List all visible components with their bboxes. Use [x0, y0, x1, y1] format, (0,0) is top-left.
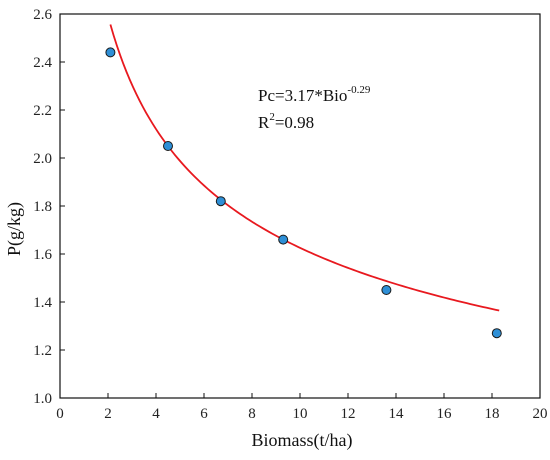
x-tick-label: 2: [104, 406, 112, 422]
fit-curve-layer: [109, 24, 500, 312]
x-tick-label: 4: [152, 406, 160, 422]
x-tick-label: 20: [533, 406, 548, 422]
y-tick-label: 1.6: [33, 247, 52, 263]
data-point: [381, 285, 392, 295]
r-squared-value: =0.98: [275, 113, 314, 132]
plot-border: [59, 13, 541, 399]
data-point: [491, 328, 502, 339]
x-tick-label: 14: [389, 406, 405, 422]
r-squared-base: R: [258, 113, 270, 132]
x-tick-label: 0: [56, 406, 64, 422]
y-tick-label: 2.6: [33, 7, 52, 23]
x-tick-label: 8: [248, 406, 256, 422]
x-axis-title: Biomass(t/ha): [252, 430, 353, 451]
equation-annotation: Pc=3.17*Bio-0.29: [258, 84, 371, 105]
equation-base: Pc=3.17*Bio: [258, 86, 347, 105]
ticks: 0 2 4 6 8 10 12 14 16 18 20 1.0 1.2 1.4 1.6 1.8 2.0 2.2 2.…: [33, 7, 547, 422]
data-point: [215, 196, 226, 207]
fit-curve: [109, 24, 500, 312]
y-tick-label: 1.8: [33, 199, 52, 215]
y-tick-label: 2.2: [33, 103, 52, 119]
y-tick-label: 1.4: [33, 295, 52, 311]
y-tick-label: 2.4: [33, 55, 52, 71]
points-layer: [105, 47, 502, 339]
equation-exponent: -0.29: [347, 84, 370, 96]
y-axis-title: P(g/kg): [4, 202, 25, 256]
r-squared-annotation: R2=0.98: [258, 111, 314, 132]
data-point: [163, 141, 173, 151]
x-tick-label: 16: [437, 406, 453, 422]
x-tick-label: 10: [293, 406, 308, 422]
r-squared-exponent: 2: [269, 111, 275, 123]
data-point: [278, 234, 289, 245]
plot-frame: [59, 13, 541, 399]
data-point: [105, 47, 116, 58]
x-tick-label: 18: [485, 406, 500, 422]
y-tick-label: 1.0: [33, 391, 52, 407]
x-tick-label: 12: [341, 406, 356, 422]
y-tick-label: 1.2: [33, 343, 52, 359]
y-tick-label: 2.0: [33, 151, 52, 167]
x-tick-label: 6: [200, 406, 208, 422]
